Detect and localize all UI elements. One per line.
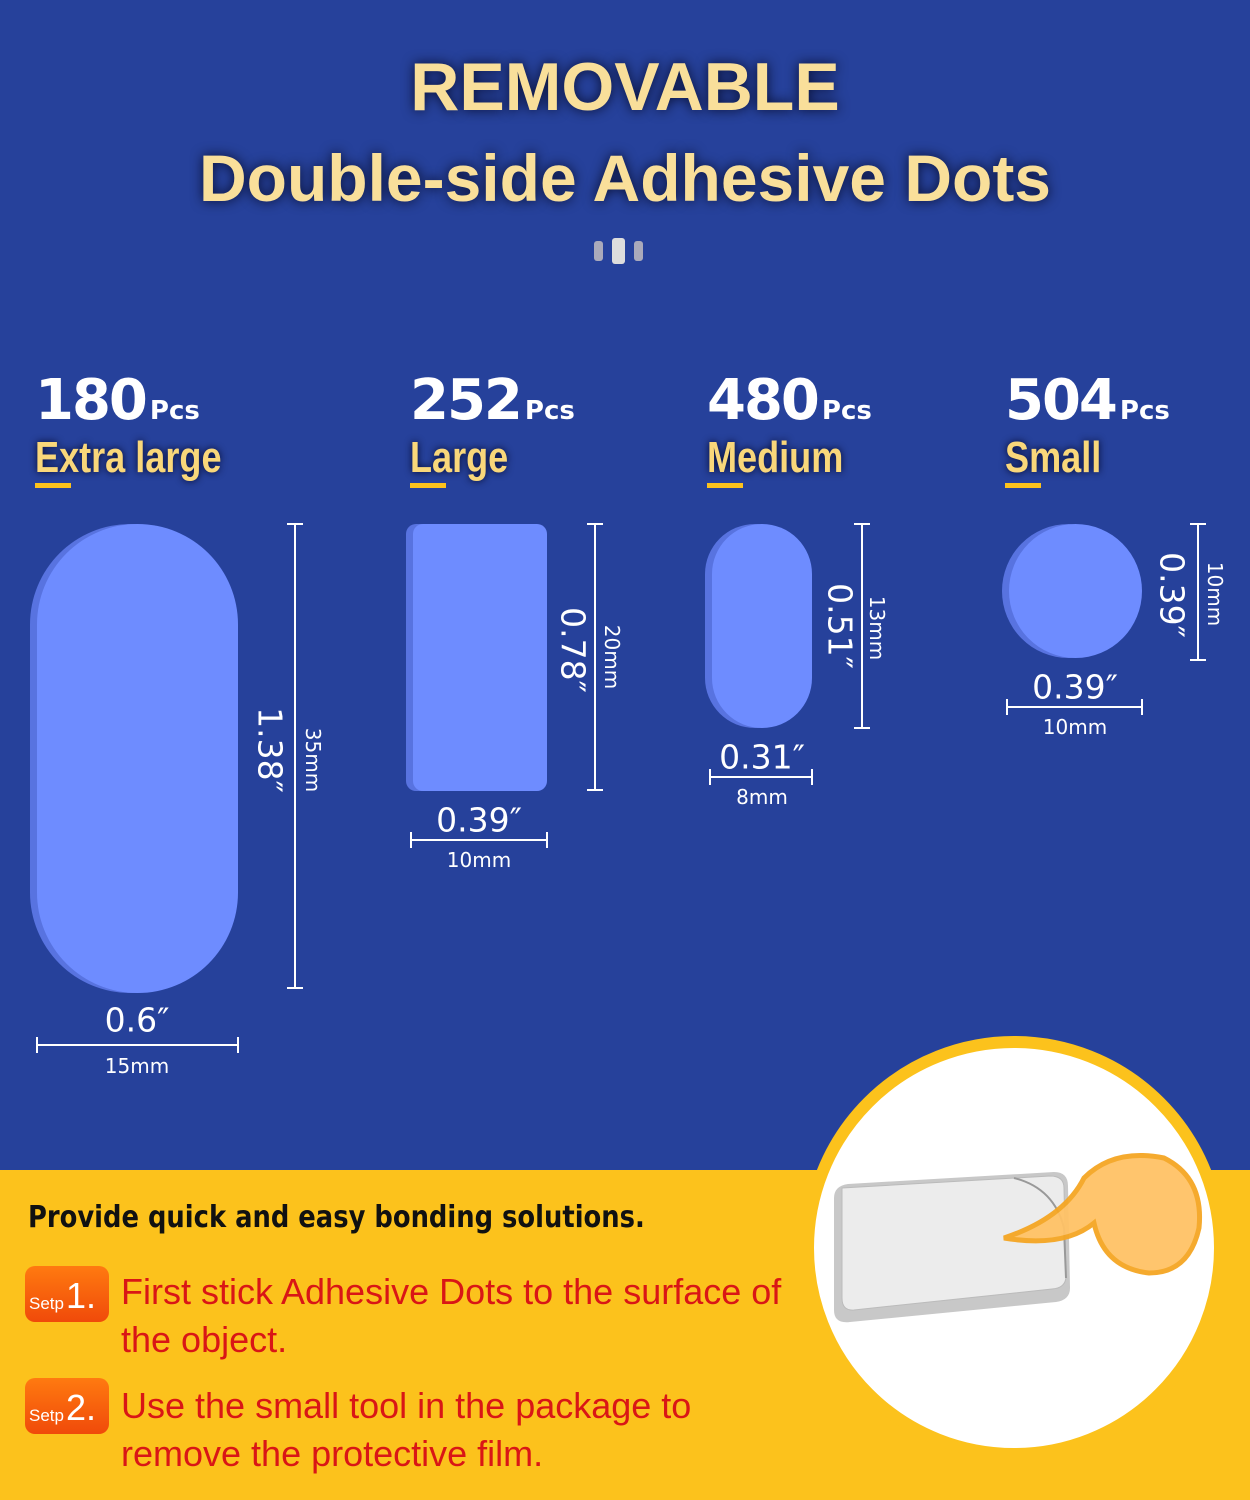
medium-dot [712, 524, 812, 728]
large-height-inches: 0.78″ [553, 607, 593, 693]
small-dot [1009, 524, 1142, 658]
size-heading-large: 252 Pcs Large [410, 368, 575, 488]
large-dot [413, 524, 547, 791]
extra-large-dot [37, 524, 238, 993]
medium-height-mm: 13mm [865, 595, 889, 661]
peeling-illustration [802, 1036, 1226, 1460]
xl-width-inches: 0.6″ [104, 1000, 170, 1040]
step-2-text: Use the small tool in the package to rem… [121, 1385, 692, 1474]
step-1-badge: Setp 1. [25, 1266, 109, 1322]
medium-width-inches: 0.31″ [719, 737, 805, 777]
page-title: REMOVABLE [410, 49, 840, 125]
small-height-mm: 10mm [1203, 561, 1227, 627]
small-height-inches: 0.39″ [1152, 552, 1192, 638]
xl-width-mm: 15mm [104, 1054, 170, 1078]
step-1-text: First stick Adhesive Dots to the surface… [121, 1271, 782, 1360]
small-width-mm: 10mm [1042, 715, 1108, 739]
dimension-lines [36, 523, 1206, 1053]
small-width-inches: 0.39″ [1032, 667, 1118, 707]
large-width-mm: 10mm [446, 848, 512, 872]
medium-width-mm: 8mm [736, 785, 788, 809]
xl-height-inches: 1.38″ [250, 707, 290, 793]
instructions-headline: Provide quick and easy bonding solutions… [28, 1200, 645, 1235]
large-height-mm: 20mm [600, 624, 624, 690]
step-2-badge: Setp 2. [25, 1378, 109, 1434]
medium-height-inches: 0.51″ [820, 583, 860, 669]
large-width-inches: 0.39″ [436, 800, 522, 840]
page-subtitle: Double-side Adhesive Dots [198, 141, 1052, 215]
size-heading-extra-large: 180 Pcs Extra large [35, 368, 262, 488]
xl-height-mm: 35mm [301, 727, 325, 793]
size-heading-medium: 480 Pcs Medium [707, 368, 873, 488]
adhesive-dot-peel-image [834, 1153, 1203, 1323]
size-heading-small: 504 Pcs Small [1005, 368, 1170, 488]
decorative-dots [594, 238, 643, 264]
